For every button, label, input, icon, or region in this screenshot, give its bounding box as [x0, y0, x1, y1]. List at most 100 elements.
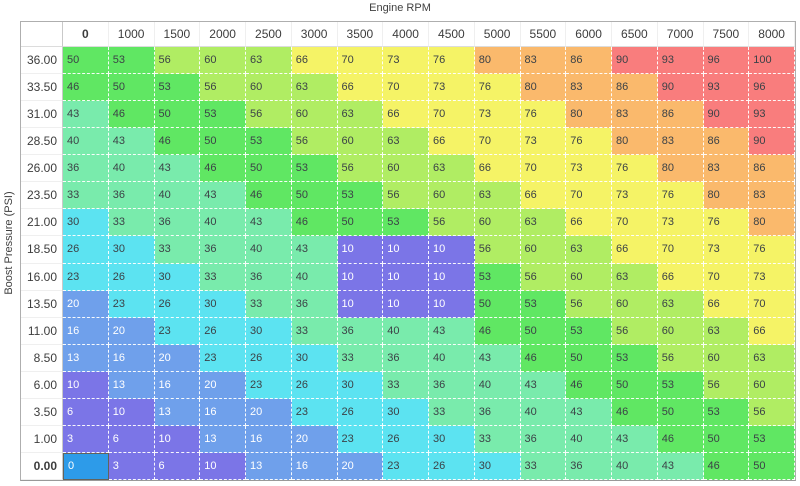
map-cell[interactable]: 10	[108, 398, 155, 426]
map-cell[interactable]: 60	[337, 128, 384, 156]
map-cell[interactable]: 66	[337, 74, 384, 102]
map-cell[interactable]: 3	[108, 452, 155, 480]
map-cell[interactable]: 50	[703, 425, 750, 453]
map-cell[interactable]: 73	[703, 236, 750, 264]
map-cell[interactable]: 70	[703, 263, 750, 291]
map-cell[interactable]: 23	[383, 452, 429, 480]
map-cell[interactable]: 50	[612, 371, 658, 399]
map-cell[interactable]: 83	[612, 101, 658, 129]
map-cell[interactable]: 53	[474, 263, 521, 291]
map-cell[interactable]: 73	[429, 74, 475, 102]
map-cell[interactable]: 50	[63, 47, 109, 75]
map-cell[interactable]: 76	[612, 155, 658, 183]
map-cell[interactable]: 76	[566, 128, 612, 156]
map-cell[interactable]: 6	[108, 425, 155, 453]
map-cell[interactable]: 10	[154, 425, 201, 453]
column-header-rpm-2500[interactable]: 2500	[246, 22, 292, 47]
map-cell[interactable]: 100	[749, 47, 795, 75]
map-cell[interactable]: 53	[520, 290, 567, 318]
map-cell[interactable]: 86	[612, 74, 658, 102]
map-cell[interactable]: 23	[154, 317, 201, 345]
map-cell[interactable]: 30	[383, 398, 429, 426]
map-cell[interactable]: 90	[749, 128, 795, 156]
column-header-rpm-7000[interactable]: 7000	[657, 22, 704, 47]
map-cell[interactable]: 60	[612, 290, 658, 318]
map-cell[interactable]: 63	[383, 128, 429, 156]
map-cell[interactable]: 30	[337, 371, 384, 399]
map-cell[interactable]: 73	[657, 209, 704, 237]
map-cell[interactable]: 60	[749, 371, 795, 399]
map-cell[interactable]: 66	[657, 263, 704, 291]
map-cell[interactable]: 73	[566, 155, 612, 183]
map-cell[interactable]: 36	[154, 209, 201, 237]
map-cell[interactable]: 43	[566, 398, 612, 426]
column-header-rpm-2000[interactable]: 2000	[200, 22, 246, 47]
map-cell[interactable]: 66	[703, 290, 750, 318]
map-cell[interactable]: 10	[429, 290, 475, 318]
map-cell[interactable]: 10	[429, 263, 475, 291]
map-cell[interactable]: 36	[63, 155, 109, 183]
map-cell[interactable]: 30	[291, 344, 338, 372]
map-cell[interactable]: 10	[337, 290, 384, 318]
map-cell[interactable]: 56	[337, 155, 384, 183]
map-cell[interactable]: 10	[337, 236, 384, 264]
map-cell[interactable]: 40	[200, 209, 246, 237]
map-cell[interactable]: 10	[63, 371, 109, 399]
map-cell[interactable]: 80	[703, 182, 750, 210]
map-cell[interactable]: 70	[429, 101, 475, 129]
map-cell[interactable]: 50	[246, 155, 292, 183]
map-cell[interactable]: 76	[749, 236, 795, 264]
map-cell[interactable]: 50	[154, 101, 201, 129]
map-cell[interactable]: 50	[200, 128, 246, 156]
map-cell[interactable]: 86	[749, 155, 795, 183]
map-cell[interactable]: 63	[429, 155, 475, 183]
map-cell[interactable]: 20	[337, 452, 384, 480]
map-cell[interactable]: 56	[474, 236, 521, 264]
map-cell[interactable]: 26	[383, 425, 429, 453]
map-cell[interactable]: 50	[291, 182, 338, 210]
map-cell[interactable]: 60	[429, 182, 475, 210]
map-cell[interactable]: 70	[566, 182, 612, 210]
map-cell[interactable]: 33	[383, 371, 429, 399]
map-cell[interactable]: 40	[520, 398, 567, 426]
map-cell[interactable]: 43	[520, 371, 567, 399]
map-cell[interactable]: 10	[200, 452, 246, 480]
map-cell[interactable]: 30	[154, 263, 201, 291]
map-cell[interactable]: 16	[291, 452, 338, 480]
column-header-rpm-6000[interactable]: 6000	[566, 22, 612, 47]
map-cell[interactable]: 53	[657, 371, 704, 399]
map-cell[interactable]: 43	[63, 101, 109, 129]
map-cell[interactable]: 63	[566, 236, 612, 264]
map-cell[interactable]: 63	[520, 209, 567, 237]
map-cell[interactable]: 60	[520, 236, 567, 264]
column-header-rpm-3500[interactable]: 3500	[337, 22, 384, 47]
map-cell[interactable]: 23	[63, 263, 109, 291]
map-cell[interactable]: 56	[200, 74, 246, 102]
map-cell[interactable]: 86	[566, 47, 612, 75]
map-cell[interactable]: 76	[657, 182, 704, 210]
map-cell[interactable]: 56	[154, 47, 201, 75]
map-cell[interactable]: 46	[154, 128, 201, 156]
map-cell[interactable]: 26	[291, 371, 338, 399]
map-cell[interactable]: 43	[108, 128, 155, 156]
column-header-rpm-4000[interactable]: 4000	[383, 22, 429, 47]
map-cell[interactable]: 43	[612, 425, 658, 453]
map-cell[interactable]: 46	[703, 452, 750, 480]
map-cell[interactable]: 66	[566, 209, 612, 237]
column-header-rpm-7500[interactable]: 7500	[703, 22, 750, 47]
map-cell[interactable]: 60	[200, 47, 246, 75]
map-cell[interactable]: 73	[749, 263, 795, 291]
map-cell[interactable]: 30	[246, 317, 292, 345]
map-cell[interactable]: 66	[291, 47, 338, 75]
map-cell[interactable]: 60	[291, 101, 338, 129]
map-cell[interactable]: 66	[612, 236, 658, 264]
map-cell[interactable]: 96	[703, 47, 750, 75]
map-cell[interactable]: 80	[566, 101, 612, 129]
map-cell[interactable]: 80	[657, 155, 704, 183]
map-cell[interactable]: 43	[246, 209, 292, 237]
map-cell[interactable]: 26	[154, 290, 201, 318]
row-header-psi-13.50[interactable]: 13.50	[21, 290, 63, 318]
map-cell[interactable]: 16	[154, 371, 201, 399]
map-cell[interactable]: 13	[246, 452, 292, 480]
map-cell[interactable]: 80	[474, 47, 521, 75]
